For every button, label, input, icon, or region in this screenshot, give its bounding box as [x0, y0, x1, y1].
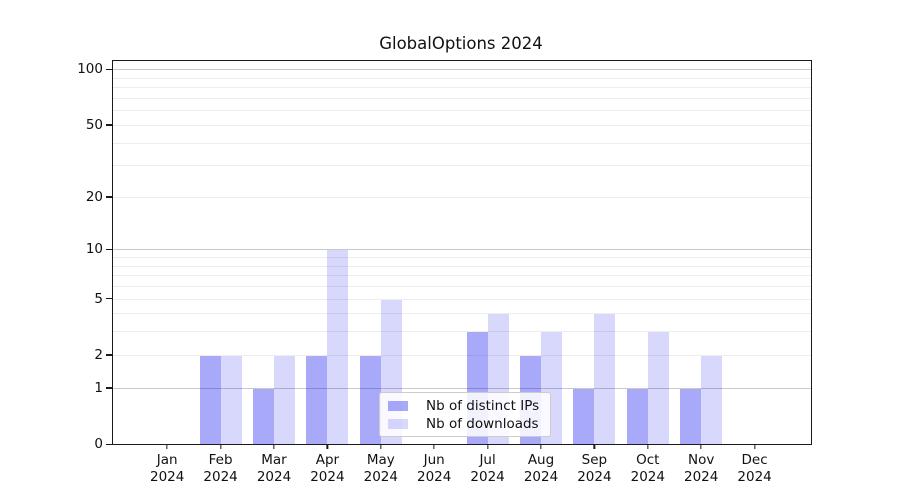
y-minor-gridline	[113, 257, 811, 259]
y-minor-gridline	[113, 77, 811, 79]
legend-item: Nb of downloads	[386, 415, 542, 432]
chart-title: GlobalOptions 2024	[379, 34, 543, 53]
x-tick-mark	[753, 444, 756, 449]
y-minor-gridline	[113, 265, 811, 267]
y-tick-mark	[106, 68, 112, 71]
y-tick-label: 20	[85, 188, 103, 205]
x-tick-mark	[273, 444, 275, 449]
y-minor-gridline	[113, 87, 811, 89]
y-minor-gridline	[113, 142, 811, 144]
x-tick-mark	[647, 444, 649, 449]
x-tick-label: Aug 2024	[523, 452, 559, 485]
bar-downloads	[327, 250, 349, 444]
x-tick-mark	[540, 444, 542, 449]
y-tick-label: 2	[94, 346, 103, 363]
y-minor-gridline	[113, 110, 811, 112]
y-minor-gridline	[113, 196, 811, 198]
legend-label: Nb of downloads	[426, 415, 539, 432]
bar-distinct-ips	[626, 388, 648, 444]
bar-distinct-ips	[199, 355, 221, 444]
bar-distinct-ips	[253, 388, 274, 444]
legend-item: Nb of distinct IPs	[386, 397, 542, 414]
x-tick-mark	[219, 444, 222, 449]
y-major-gridline	[113, 69, 811, 71]
y-minor-gridline	[113, 165, 811, 167]
x-tick-label: May 2024	[363, 452, 398, 485]
x-tick-mark	[380, 444, 382, 449]
y-tick-label: 0	[94, 436, 103, 452]
x-tick-label: Jun 2024	[417, 452, 452, 485]
y-minor-gridline	[113, 124, 811, 126]
y-minor-gridline	[113, 313, 811, 315]
y-tick-label: 10	[85, 241, 103, 258]
y-minor-gridline	[113, 298, 811, 300]
y-minor-gridline	[113, 275, 811, 277]
bar-downloads	[647, 332, 669, 444]
x-tick-mark	[433, 444, 435, 449]
bar-downloads	[220, 355, 242, 444]
y-tick-mark	[106, 124, 112, 126]
legend: Nb of distinct IPs Nb of downloads	[379, 392, 551, 437]
y-tick-label: 1	[94, 379, 103, 396]
bar-distinct-ips	[306, 355, 328, 444]
y-tick-mark	[106, 387, 112, 389]
legend-label: Nb of distinct IPs	[426, 397, 540, 414]
y-tick-label: 50	[85, 116, 103, 133]
y-major-gridline	[113, 249, 811, 251]
bar-downloads	[594, 314, 616, 444]
y-minor-gridline	[113, 286, 811, 288]
y-minor-gridline	[113, 97, 811, 99]
x-tick-mark	[593, 444, 596, 449]
bar-distinct-ips	[359, 355, 381, 444]
bar-distinct-ips	[680, 388, 702, 444]
bar-downloads	[274, 355, 295, 444]
x-tick-label: Dec 2024	[737, 452, 772, 485]
x-tick-label: Nov 2024	[684, 452, 719, 485]
x-tick-label: Oct 2024	[630, 452, 665, 485]
x-tick-label: Jan 2024	[150, 452, 185, 485]
y-tick-mark	[106, 298, 112, 300]
x-tick-mark	[486, 444, 489, 449]
x-tick-mark	[166, 444, 168, 449]
y-tick-mark	[106, 248, 112, 251]
y-tick-mark	[106, 196, 112, 198]
legend-swatch-downloads	[388, 418, 408, 429]
y-tick-label: 100	[77, 61, 103, 78]
x-tick-mark	[326, 444, 329, 449]
x-tick-mark	[700, 444, 702, 449]
y-tick-mark	[106, 354, 112, 356]
y-tick-mark	[106, 443, 112, 445]
x-tick-label: Mar 2024	[256, 452, 292, 485]
y-major-gridline	[113, 387, 811, 389]
y-minor-gridline	[113, 354, 811, 356]
y-minor-gridline	[113, 331, 811, 333]
x-tick-label: Apr 2024	[310, 452, 345, 485]
bar-distinct-ips	[573, 388, 595, 444]
x-tick-label: Sep 2024	[577, 452, 612, 485]
plot-area: 0 1 2 5 10 20 50 100 Jan 2024 Feb 2024 Mar 2024 Apr…	[77, 60, 812, 485]
bar-downloads	[701, 355, 723, 444]
legend-swatch-distinct-ips	[388, 400, 408, 411]
y-tick-label: 5	[94, 290, 103, 307]
x-tick-label: Feb 2024	[203, 452, 238, 485]
x-tick-label: Jul 2024	[470, 452, 505, 485]
